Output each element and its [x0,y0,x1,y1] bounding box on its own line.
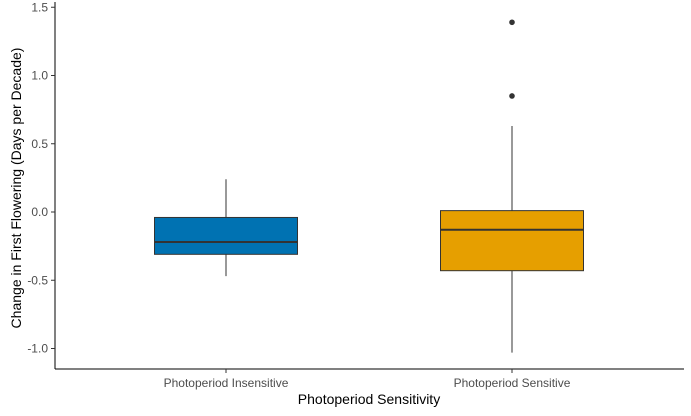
box [440,210,584,272]
box-group-photoperiod-sensitive [440,19,584,353]
plot-area [154,19,584,353]
y-tick-label: 1.5 [31,0,48,14]
outlier-point [509,19,515,26]
y-axis: -1.0 -0.5 0.0 0.5 1.0 1.5 [27,0,56,369]
x-axis: Photoperiod Insensitive Photoperiod Sensi… [55,368,684,390]
y-tick-label: 0.5 [31,137,48,151]
x-tick-label: Photoperiod Sensitive [454,376,571,390]
x-axis-title: Photoperiod Sensitivity [298,391,440,407]
y-tick-label: -1.0 [27,342,48,356]
box [154,216,298,255]
y-tick-label: -0.5 [27,273,48,287]
y-tick-label: 0.0 [31,205,48,219]
y-tick-label: 1.0 [31,69,48,83]
x-tick-label: Photoperiod Insensitive [164,376,289,390]
outlier-point [509,93,515,99]
box-group-photoperiod-insensitive [154,179,298,277]
y-axis-title: Change in First Flowering (Days per Deca… [8,48,24,329]
